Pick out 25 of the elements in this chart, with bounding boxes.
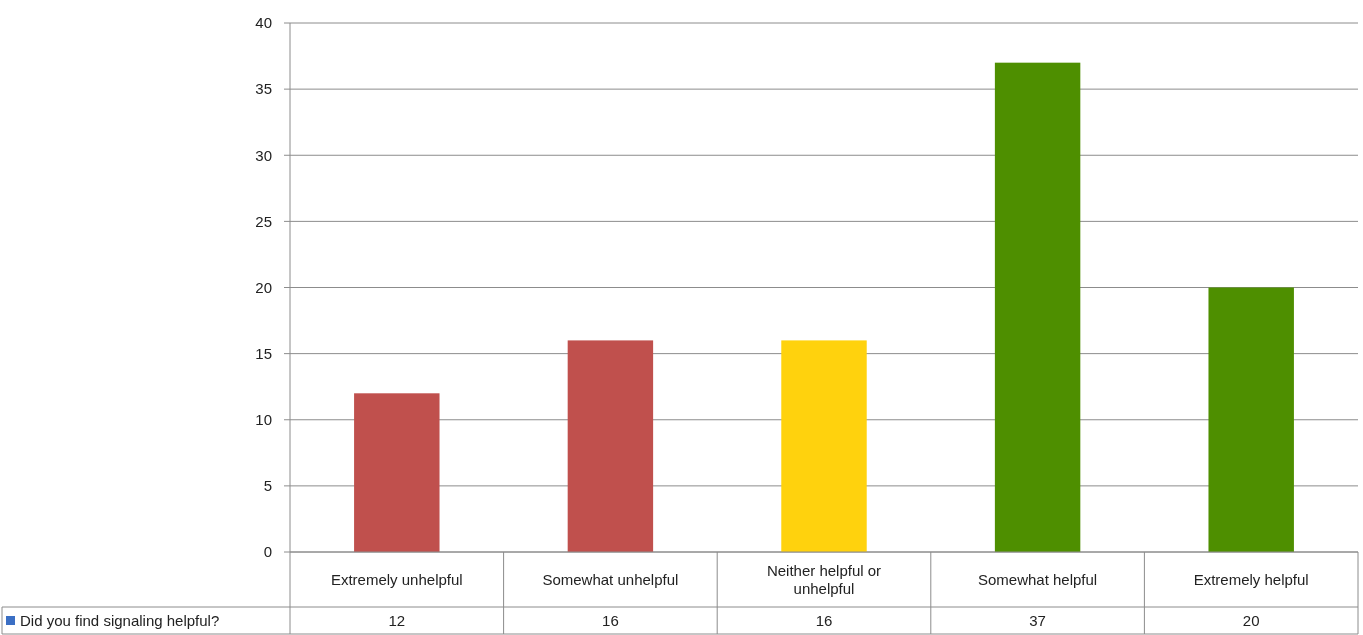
x-tick-label: Neither helpful or unhelpful (766, 561, 882, 597)
data-label: 16 (815, 611, 833, 629)
y-tick-label: 15 (255, 344, 272, 362)
bar (354, 393, 440, 552)
y-tick-label: 10 (255, 411, 272, 428)
data-label: 16 (602, 611, 619, 629)
x-tick-label: Somewhat unhelpful (542, 570, 679, 588)
x-tick-label: Somewhat helpful (977, 570, 1098, 588)
x-tick-label: Extremely helpful (1193, 570, 1309, 588)
y-tick-label: 0 (263, 543, 272, 561)
bar (567, 340, 654, 552)
y-tick-label: 20 (255, 278, 272, 296)
bar (781, 340, 867, 552)
data-label: 37 (1029, 611, 1046, 629)
x-tick-label: Extremely unhelpful (330, 570, 463, 588)
y-tick-label: 40 (255, 14, 272, 32)
y-tick-label: 25 (255, 212, 272, 230)
bar (994, 62, 1081, 552)
y-tick-label: 30 (255, 146, 272, 164)
y-tick-label: 35 (255, 80, 272, 98)
bar (1208, 287, 1294, 552)
data-label: 20 (1242, 611, 1260, 629)
y-tick-label: 5 (263, 477, 272, 495)
data-label: 12 (388, 611, 406, 629)
text: Did you find signaling helpful? (20, 611, 220, 629)
